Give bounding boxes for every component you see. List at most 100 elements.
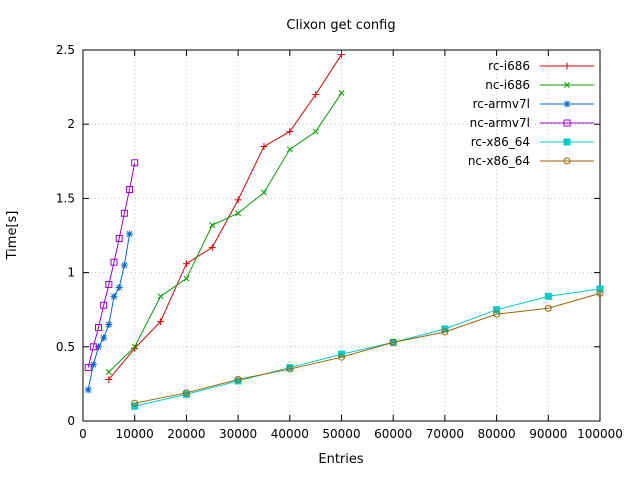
series-nc-x86_64	[131, 289, 604, 407]
x-tick-label: 70000	[426, 427, 464, 441]
marker-asterisk	[85, 386, 92, 393]
y-tick-label: 1	[67, 266, 75, 280]
marker-cross	[105, 369, 112, 376]
marker-circle-open	[441, 328, 449, 336]
marker-circle-open	[596, 289, 604, 297]
marker-square-filled	[544, 292, 552, 300]
y-tick-label: 1.5	[56, 191, 75, 205]
marker-square-open	[110, 258, 118, 266]
marker-circle-open	[563, 157, 571, 165]
marker-circle-open	[389, 338, 397, 346]
legend-label-nc-i686: nc-i686	[485, 78, 530, 92]
x-tick-label: 30000	[219, 427, 257, 441]
marker-square-filled	[493, 306, 501, 314]
marker-plus	[157, 318, 165, 326]
marker-square-filled	[182, 390, 190, 398]
legend-label-rc-x86_64: rc-x86_64	[471, 135, 530, 149]
marker-square-open	[131, 159, 139, 167]
x-tick-label: 50000	[322, 427, 360, 441]
marker-circle-open	[286, 365, 294, 373]
marker-asterisk	[116, 284, 123, 291]
series-rc-x86_64	[131, 285, 604, 410]
line-nc-i686	[108, 92, 342, 373]
series-nc-armv7l	[84, 159, 139, 372]
marker-plus	[338, 50, 345, 58]
marker-plus	[208, 243, 216, 251]
legend-label-nc-armv7l: nc-armv7l	[470, 116, 530, 130]
series-rc-i686	[105, 50, 345, 383]
marker-plus	[312, 91, 320, 99]
series-rc-armv7l	[84, 230, 134, 394]
marker-square-open	[95, 324, 103, 332]
marker-cross	[235, 210, 242, 217]
marker-square-filled	[234, 377, 242, 385]
marker-circle-open	[131, 399, 139, 407]
marker-circle-open	[234, 375, 242, 383]
x-tick-label: 90000	[529, 427, 567, 441]
marker-asterisk	[121, 262, 128, 269]
line-rc-x86_64	[134, 288, 601, 407]
marker-asterisk	[111, 293, 117, 300]
marker-square-open	[126, 185, 134, 193]
x-tick-label: 0	[79, 427, 87, 441]
marker-circle-open	[493, 310, 501, 318]
marker-asterisk	[100, 334, 107, 341]
legend-label-nc-x86_64: nc-x86_64	[468, 154, 530, 168]
marker-square-filled	[286, 364, 294, 372]
marker-circle-open	[338, 353, 345, 361]
marker-plus	[182, 260, 190, 268]
marker-asterisk	[105, 321, 112, 328]
line-nc-x86_64	[134, 292, 601, 404]
legend-label-rc-i686: rc-i686	[488, 59, 530, 73]
y-tick-label: 2	[67, 117, 75, 131]
marker-cross	[564, 82, 570, 88]
axes: 0 10000 20000 30000 40000 50000 60000 70000 8000…	[56, 43, 623, 441]
marker-asterisk	[126, 231, 133, 237]
marker-plus	[260, 142, 268, 150]
x-tick-label: 100000	[577, 427, 623, 441]
x-tick-label: 40000	[271, 427, 309, 441]
marker-square-open	[89, 343, 97, 351]
line-rc-armv7l	[87, 233, 131, 390]
marker-circle-open	[544, 304, 552, 312]
x-tick-label: 10000	[116, 427, 154, 441]
y-tick-label: 0.5	[56, 340, 75, 354]
legend-label-rc-armv7l: rc-armv7l	[473, 97, 530, 111]
marker-square-open	[84, 364, 92, 372]
x-axis-label: Entries	[318, 452, 364, 467]
marker-square-open	[115, 234, 123, 242]
x-tick-label: 60000	[374, 427, 412, 441]
marker-square-open	[563, 119, 571, 127]
marker-cross	[260, 189, 267, 196]
line-nc-armv7l	[87, 162, 136, 368]
marker-cross	[312, 128, 319, 135]
marker-square-filled	[563, 138, 571, 146]
marker-cross	[131, 343, 138, 350]
marker-asterisk	[564, 101, 570, 107]
marker-plus	[234, 196, 242, 204]
marker-plus	[105, 375, 113, 383]
y-tick-label: 2.5	[56, 43, 75, 57]
series-nc-i686	[105, 90, 345, 376]
marker-square-open	[105, 280, 113, 288]
marker-cross	[157, 293, 164, 300]
chart-title: Clixon get config	[286, 18, 395, 33]
x-tick-label: 80000	[478, 427, 516, 441]
marker-cross	[338, 90, 345, 97]
marker-square-filled	[596, 285, 604, 293]
marker-cross	[183, 275, 190, 282]
marker-cross	[286, 146, 293, 153]
line-rc-i686	[108, 54, 342, 380]
marker-square-open	[120, 209, 128, 217]
marker-circle-open	[182, 389, 190, 397]
y-tick-label: 0	[67, 414, 75, 428]
legend: rc-i686 nc-i686 rc-armv7l nc-armv7l rc-x86_6…	[468, 59, 594, 168]
marker-plus	[286, 128, 294, 136]
y-axis-label: Time[s]	[5, 211, 20, 261]
marker-square-open	[100, 301, 108, 309]
marker-cross	[209, 222, 216, 229]
x-tick-label: 20000	[167, 427, 205, 441]
marker-plus	[563, 62, 571, 70]
